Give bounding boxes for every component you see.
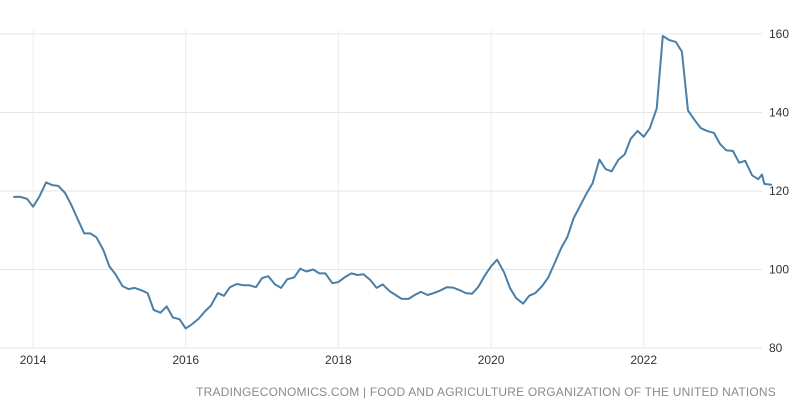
series-layer (13, 35, 773, 330)
x-tick-label: 2014 (20, 353, 47, 367)
y-tick-label: 100 (769, 263, 789, 277)
y-tick-label: 120 (769, 184, 789, 198)
y-axis-ticks: 80 100 120 140 160 (769, 27, 789, 355)
x-axis-ticks: 2014 2016 2018 2020 2022 (20, 353, 658, 367)
source-label: TRADINGECONOMICS.COM | FOOD AND AGRICULT… (196, 385, 776, 399)
x-tick-label: 2016 (172, 353, 199, 367)
grid (0, 30, 762, 349)
x-tick-label: 2022 (630, 353, 657, 367)
x-tick-label: 2020 (478, 353, 505, 367)
series-line (13, 35, 773, 330)
x-tick-label: 2018 (325, 353, 352, 367)
y-tick-label: 80 (769, 341, 783, 355)
y-tick-label: 140 (769, 106, 789, 120)
y-tick-label: 160 (769, 27, 789, 41)
